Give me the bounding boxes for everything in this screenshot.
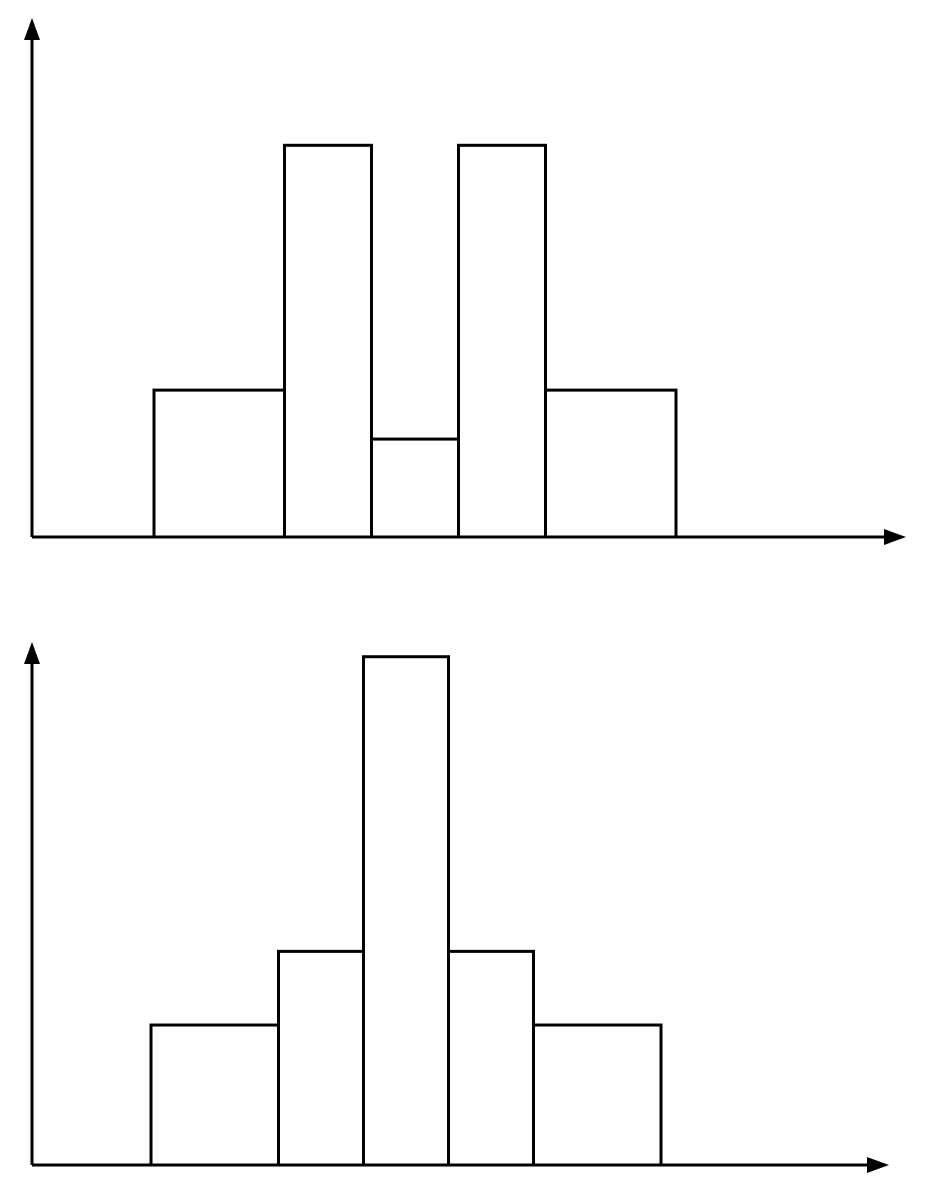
histogram-bar-1: [152, 388, 286, 539]
histogram-bar-4: [457, 143, 547, 539]
histogram-bar-5: [532, 1023, 663, 1167]
x-axis-arrow-icon: [867, 1157, 889, 1173]
histogram-bar-3: [362, 655, 450, 1167]
histogram-bar-1: [149, 1023, 280, 1167]
histogram-bar-2: [277, 949, 365, 1167]
y-axis-arrow-icon: [24, 642, 40, 664]
histogram-bar-2: [283, 143, 373, 539]
bottom-histogram: [24, 642, 889, 1173]
x-axis-arrow-icon: [884, 529, 906, 545]
histogram-bar-5: [544, 388, 678, 539]
histogram-bar-3: [370, 437, 460, 539]
histogram-bar-4: [447, 949, 535, 1167]
y-axis-arrow-icon: [24, 18, 40, 40]
top-histogram: [24, 18, 906, 545]
